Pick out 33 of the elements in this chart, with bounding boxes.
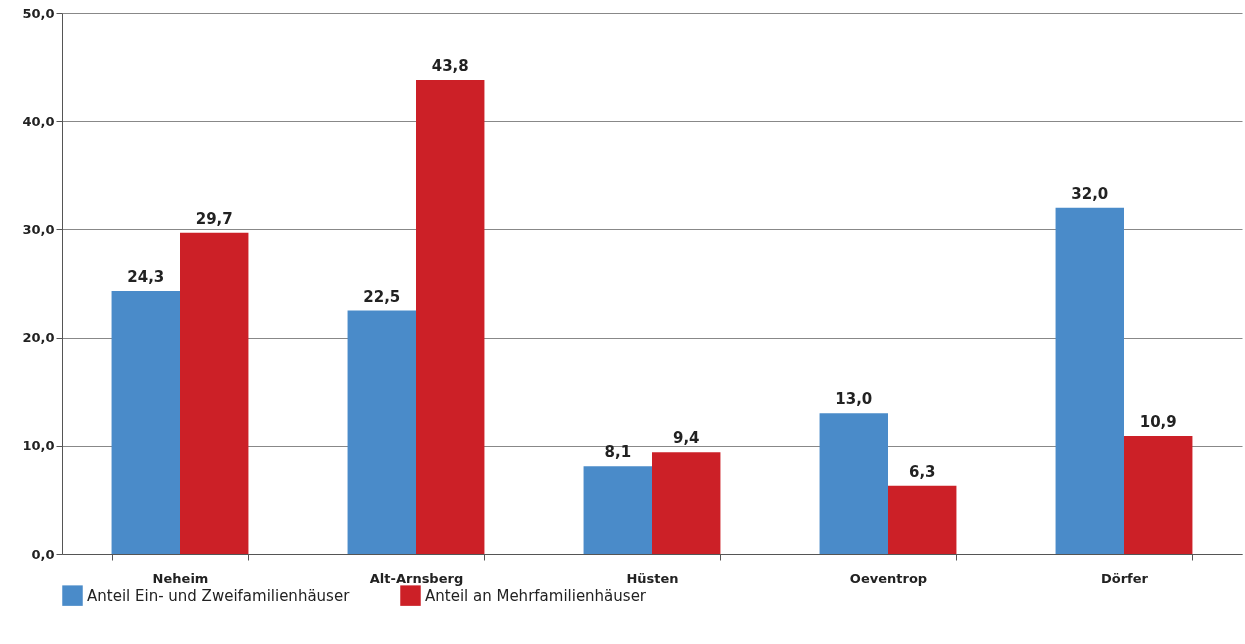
legend-label: Anteil Ein- und Zweifamilienhäuser (87, 586, 351, 605)
x-tick-label: Dörfer (1100, 570, 1149, 586)
y-tick-label: 10,0 (22, 438, 55, 454)
bar (347, 310, 416, 554)
bar (180, 232, 249, 554)
y-tick-label: 40,0 (22, 113, 55, 129)
y-tick-label: 0,0 (31, 546, 55, 562)
bar (111, 291, 180, 554)
data-label: 10,9 (1139, 413, 1177, 432)
bar (1124, 436, 1193, 554)
data-label: 22,5 (363, 287, 401, 306)
data-label: 9,4 (672, 429, 700, 448)
data-label: 6,3 (908, 462, 936, 481)
bar (416, 80, 485, 554)
bar (1055, 207, 1124, 554)
bar (888, 485, 957, 554)
data-label: 43,8 (431, 57, 469, 76)
data-label: 29,7 (195, 209, 233, 228)
bar (819, 413, 888, 554)
bar (583, 466, 652, 554)
legend-label: Anteil an Mehrfamilienhäuser (425, 586, 647, 605)
x-tick-label: Alt-Arnsberg (369, 570, 464, 586)
data-label: 24,3 (127, 268, 165, 287)
data-label: 13,0 (835, 390, 873, 409)
x-tick-label: Oeventrop (849, 570, 928, 586)
y-tick-label: 20,0 (22, 330, 55, 346)
x-tick-label: Neheim (152, 570, 209, 586)
data-label: 32,0 (1071, 184, 1109, 203)
y-tick-label: 30,0 (22, 221, 55, 237)
data-label: 8,1 (604, 443, 632, 462)
y-tick-label: 50,0 (22, 5, 55, 21)
bar (652, 452, 721, 554)
x-tick-label: Hüsten (626, 570, 679, 586)
